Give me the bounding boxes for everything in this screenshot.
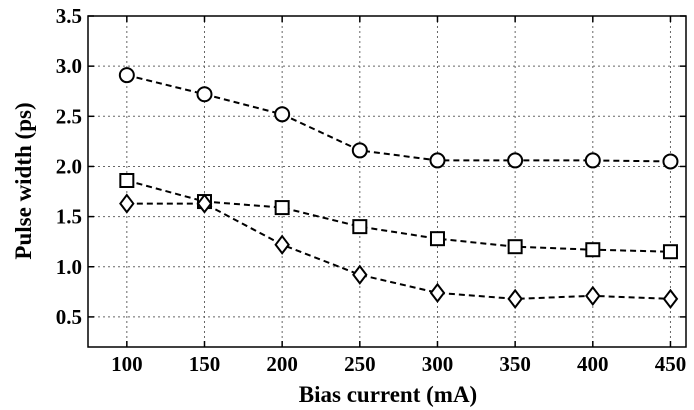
data-point-circle [196,86,213,103]
data-point-square [429,231,445,247]
data-point-circle [429,152,446,169]
data-point-square [119,172,135,188]
data-point-diamond [352,264,368,285]
data-point-circle [507,152,524,169]
data-point-diamond [119,193,135,214]
x-tick-label: 250 [344,352,376,376]
y-tick-label: 3.5 [56,4,82,28]
x-axis-title: Bias current (mA) [299,382,477,407]
axis-ticks: 100 150 200 250 300 350 400 450 0.5 1.0 1.5 2.0 2.5 3… [56,4,686,376]
y-tick-label: 3.0 [56,54,82,78]
data-point-square [662,244,678,260]
x-tick-label: 300 [422,352,454,376]
y-axis-title: Pulse width (ps) [11,102,36,259]
data-point-square [274,200,290,216]
data-point-diamond [429,282,446,303]
grid [88,16,686,347]
y-tick-label: 2.5 [56,104,82,128]
y-tick-label: 2.0 [56,154,82,178]
data-point-circle [118,67,135,84]
y-tick-label: 0.5 [56,305,82,329]
y-tick-label: 1.5 [56,205,82,229]
x-tick-label: 400 [577,352,609,376]
data-point-circle [351,142,368,159]
data-point-circle [274,106,291,123]
plot-frame [87,15,687,348]
data-point-circle [584,152,601,169]
data-point-circle [662,153,679,170]
data-point-diamond [585,285,601,306]
data-point-square [507,239,523,255]
series-line-square [126,179,671,253]
data-point-square [352,219,368,235]
data-point-diamond [196,193,213,214]
x-tick-label: 350 [499,352,531,376]
series-line-diamond [126,202,671,300]
series-line-circle [126,74,671,163]
y-tick-label: 1.0 [56,255,82,279]
series-layer [118,67,679,310]
data-point-diamond [662,288,679,310]
data-point-diamond [274,234,290,255]
x-tick-label: 150 [189,352,221,376]
data-point-square [585,242,601,258]
data-point-diamond [507,288,523,310]
x-tick-label: 100 [111,352,143,376]
x-tick-label: 450 [655,352,687,376]
x-tick-label: 200 [266,352,298,376]
